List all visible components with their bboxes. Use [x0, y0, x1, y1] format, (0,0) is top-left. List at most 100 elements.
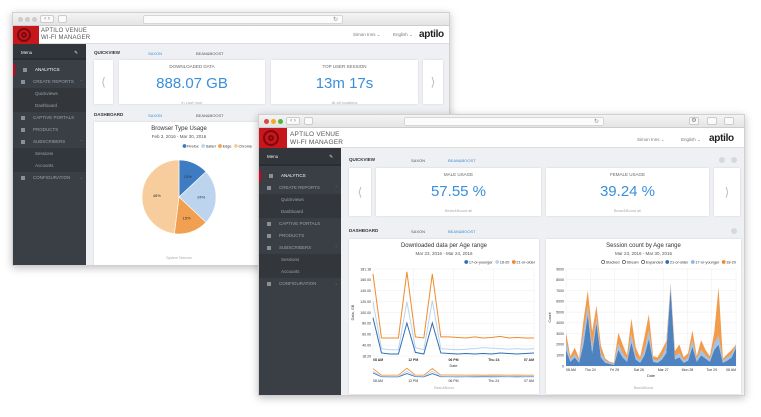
sidebar-item-accounts[interactable]: Accounts: [13, 160, 86, 172]
sidebar-item-create-reports[interactable]: CREATE REPORTS ⌃: [259, 182, 341, 194]
legend-label: 17-or-younger: [695, 260, 720, 264]
dashboard-heading: DASHBOARD: [94, 112, 124, 117]
navigator-tick-label: Thu 24: [488, 379, 499, 383]
sidebar-item-create-reports[interactable]: CREATE REPORTS ⌃: [13, 76, 86, 88]
minimize-button[interactable]: [25, 17, 30, 22]
menu-header[interactable]: Menu ✎: [259, 148, 341, 166]
sidebar-icon[interactable]: [58, 15, 67, 23]
sidebar-item-analytics[interactable]: ANALYTICS: [259, 170, 341, 182]
sidebar-item-configuration[interactable]: CONFIGURATION ⌄: [259, 278, 341, 290]
back-forward-icon[interactable]: ‹ ›: [286, 117, 300, 125]
sidebar-item-sessions[interactable]: Sessions: [259, 254, 341, 266]
legend-label: Edge: [223, 144, 232, 148]
tab-beanboost[interactable]: BEAN&BOOST: [448, 229, 476, 234]
quickview-heading: QUICKVIEW: [349, 157, 376, 162]
settings-icon[interactable]: [731, 228, 737, 234]
prev-arrow[interactable]: ⟨: [94, 60, 113, 104]
legend-label: Safari: [206, 144, 216, 148]
prev-arrow[interactable]: ⟨: [349, 168, 371, 216]
line-chart: 21-or-older 18-20 17-or-younger 181.18 160.0…: [351, 260, 536, 383]
settings-icon[interactable]: [731, 157, 737, 163]
next-arrow[interactable]: ⟩: [423, 60, 443, 104]
quickview-card: DOWNLOADED DATA 888.07 GB in Last hour: [119, 60, 265, 105]
address-bar[interactable]: ↻: [404, 117, 604, 126]
sidebar-item-accounts[interactable]: Accounts: [259, 266, 341, 278]
sidebar: Menu ✎ ANALYTICS CREATE REPORTS ⌃ Quickvie…: [13, 44, 86, 265]
x-axis-label: Date: [449, 364, 457, 368]
zoom-button[interactable]: [278, 119, 283, 124]
main-content: QUICKVIEW SAXON BEAN&BOOST ⟨ MALE USAGE 5…: [341, 148, 744, 395]
legend-marker: [511, 260, 516, 264]
sidebar-item-captive-portals[interactable]: CAPTIVE PORTALS: [259, 218, 341, 230]
sidebar-item-products[interactable]: PRODUCTS: [259, 230, 341, 242]
pin-icon: ✎: [329, 154, 333, 159]
area-series-18-20: [566, 283, 736, 364]
reader-icon[interactable]: ⚙: [689, 117, 699, 125]
legend-marker: [182, 144, 187, 148]
tab-saxon[interactable]: SAXON: [411, 158, 426, 163]
user-filter-icon[interactable]: [719, 157, 725, 163]
tab-beanboost[interactable]: BEAN&BOOST: [196, 113, 224, 118]
back-browser-window: ‹ › ↻ APTILO VENUE WI-FI MANAGER Simon In…: [12, 12, 450, 266]
sidebar-item-quickviews[interactable]: Quickviews: [259, 194, 341, 206]
y-tick-label: 7000: [556, 289, 564, 293]
tab-saxon[interactable]: SAXON: [148, 113, 163, 118]
quickview-heading: QUICKVIEW: [94, 50, 121, 55]
address-bar[interactable]: ↻: [143, 15, 343, 24]
next-arrow[interactable]: ⟩: [714, 168, 740, 216]
y-axis-label: Data, GB: [351, 304, 355, 320]
legend-label: 21-or-older: [516, 260, 535, 264]
y-tick-label: 4000: [556, 321, 564, 325]
close-button[interactable]: [18, 17, 23, 22]
legend-label: 21-or-older: [670, 260, 689, 264]
sidebar-item-configuration[interactable]: CONFIGURATION ⌄: [13, 172, 86, 184]
line-chart-panel: Downloaded data per Age range Mar 23, 20…: [349, 239, 539, 394]
sidebar-item-subscribers[interactable]: SUBSCRIBERS ⌃: [259, 242, 341, 254]
language-select[interactable]: English ⌄: [681, 137, 701, 142]
users-icon: [21, 140, 25, 144]
pie-slice-chrome: [141, 159, 180, 235]
sliders-icon: [267, 282, 271, 286]
tab-beanboost[interactable]: BEAN&BOOST: [448, 158, 476, 163]
menu-header[interactable]: Menu ✎: [13, 44, 86, 60]
chevron-up-icon: ⌃: [79, 139, 83, 144]
x-tick-label: 08 AM: [726, 368, 736, 372]
tab-saxon[interactable]: SAXON: [148, 51, 163, 56]
zoom-button[interactable]: [32, 17, 37, 22]
user-menu[interactable]: Simon Inns ⌄: [637, 137, 665, 142]
y-tick-label: 80.00: [362, 322, 371, 326]
pie-slice-safari: [178, 171, 217, 223]
sidebar-item-quickviews[interactable]: Quickviews: [13, 88, 86, 100]
logo-text: APTILO VENUE WI-FI MANAGER: [290, 131, 344, 146]
sidebar-item-analytics[interactable]: ANALYTICS: [13, 64, 86, 76]
area-chart: 18-20 17-or-younger 21-or-older Expanded Str…: [548, 260, 737, 378]
y-tick-label: 3000: [556, 332, 564, 336]
back-forward-icon[interactable]: ‹ ›: [40, 15, 54, 23]
sidebar-item-subscribers[interactable]: SUBSCRIBERS ⌃: [13, 136, 86, 148]
share-icon[interactable]: [707, 117, 717, 125]
sidebar-item-products[interactable]: PRODUCTS: [13, 124, 86, 136]
sidebar-item-dashboard[interactable]: Dashboard: [13, 100, 86, 112]
y-tick-label: 40.00: [362, 343, 371, 347]
tab-saxon[interactable]: SAXON: [411, 229, 426, 234]
slice-label: 15%: [183, 215, 191, 220]
chevron-up-icon: ⌃: [334, 245, 338, 250]
minimize-button[interactable]: [271, 119, 276, 124]
legend-marker: [721, 260, 726, 264]
x-tick-label: 06 PM: [448, 358, 458, 362]
sidebar-item-sessions[interactable]: Sessions: [13, 148, 86, 160]
chart-title: Browser Type Usage: [151, 126, 207, 132]
legend-label: Stream: [626, 260, 638, 264]
close-button[interactable]: [264, 119, 269, 124]
sidebar-icon[interactable]: [304, 117, 313, 125]
sidebar-item-captive-portals[interactable]: CAPTIVE PORTALS: [13, 112, 86, 124]
language-select[interactable]: English ⌄: [393, 32, 413, 37]
y-tick-label: 8000: [556, 278, 564, 282]
user-menu[interactable]: Simon Inns ⌄: [353, 32, 381, 37]
sidebar-item-dashboard[interactable]: Dashboard: [259, 206, 341, 218]
tab-beanboost[interactable]: BEAN&BOOST: [196, 51, 224, 56]
quickview-card: MALE USAGE 57.55 % Bean&Boost all: [376, 168, 541, 216]
tabs-icon[interactable]: [724, 117, 734, 125]
legend-marker: [690, 260, 695, 264]
x-tick-label: 08 AM: [373, 358, 383, 362]
